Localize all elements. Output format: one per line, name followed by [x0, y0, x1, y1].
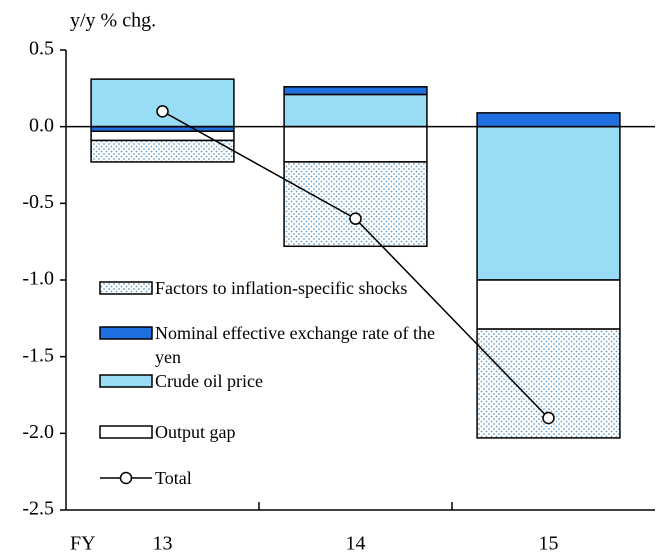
total-marker — [349, 212, 362, 225]
y-axis-title: y/y % chg. — [70, 10, 156, 32]
legend-label: Output gap — [155, 422, 236, 442]
total-marker — [542, 411, 555, 425]
bar-segment — [90, 139, 235, 163]
y-tick-label: 0.5 — [29, 38, 54, 60]
x-axis-title: FY — [70, 533, 96, 555]
legend-label: Nominal effective exchange rate of the y… — [155, 323, 436, 367]
total-marker — [156, 105, 169, 118]
y-tick-label: -2.5 — [22, 498, 54, 520]
legend-swatch — [99, 425, 153, 439]
bar-segment — [283, 161, 428, 248]
bar-segment — [476, 112, 621, 128]
y-tick-label: -2.0 — [22, 421, 54, 443]
x-tick-label: 15 — [539, 533, 559, 555]
x-tick-label: 13 — [153, 533, 173, 555]
bar-segment — [90, 78, 235, 128]
y-tick-label: -1.5 — [22, 344, 54, 366]
legend-swatch — [99, 374, 153, 388]
legend-label: Factors to inflation-specific shocks — [155, 278, 408, 298]
bar-segment — [283, 93, 428, 128]
bar-segment — [476, 279, 621, 330]
legend-swatch — [99, 281, 153, 295]
bar-segment — [283, 125, 428, 163]
bar-segment — [476, 125, 621, 281]
legend-label: Crude oil price — [155, 371, 263, 391]
bar-segment — [283, 86, 428, 96]
legend-swatch — [99, 326, 153, 340]
y-tick-label: -1.0 — [22, 268, 54, 290]
legend-label: Total — [155, 468, 192, 488]
legend-marker — [119, 471, 133, 485]
y-tick-label: 0.0 — [29, 114, 54, 136]
x-tick-label: 14 — [346, 533, 366, 555]
y-tick-label: -0.5 — [22, 191, 54, 213]
